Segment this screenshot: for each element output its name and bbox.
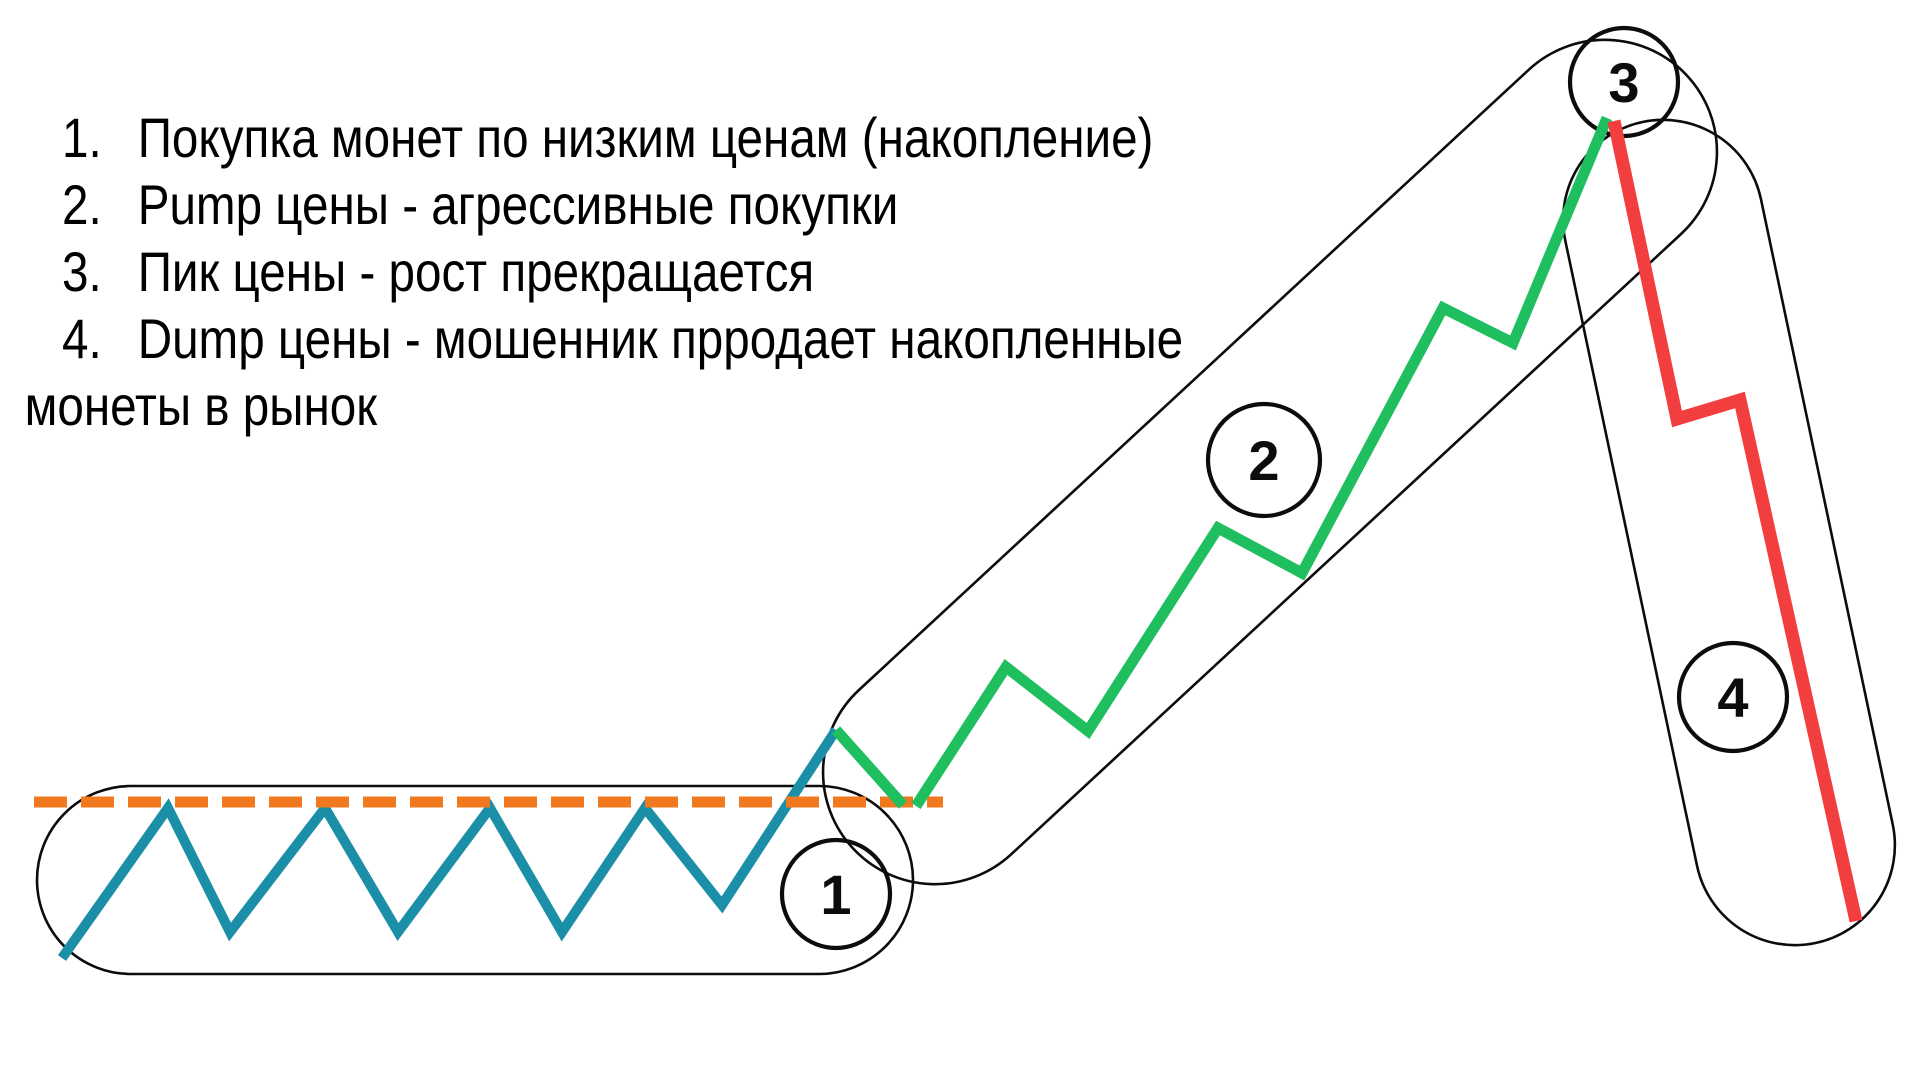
pump-pullback-segment [831,726,908,809]
pump-rally-line [911,115,1613,809]
phase-3-label: 3 [1608,51,1639,114]
legend-number-1: 1. [62,106,102,169]
legend-item-4: 4. Dump цены - мошенник прродает накопле… [0,305,1920,372]
legend-text-1: Покупка монет по низким ценам (накоплени… [137,106,1154,169]
phase-2-circle [1205,401,1323,519]
accumulation-zigzag-line [57,727,841,961]
capsule-dump-outline [1561,118,1897,947]
legend-item-2: 2. Pump цены - агрессивные покупки [0,171,1920,238]
phase-4-circle [1676,640,1790,754]
capsule-pump-outline [821,38,1719,886]
phase-1-label: 1 [820,863,851,926]
legend-number-4: 4. [62,307,102,370]
legend-text-2: Pump цены - агрессивные покупки [137,173,899,236]
legend-number-3: 3. [62,240,102,303]
legend-text-4: Dump цены - мошенник прродает накопленны… [137,307,1184,370]
dump-crash-line [1607,119,1863,923]
phase-4-label: 4 [1717,666,1748,729]
legend-text-3: Пик цены - рост прекращается [137,240,815,303]
legend-list: 1. Покупка монет по низким ценам (накопл… [0,104,1920,439]
phase-3-circle [1567,25,1681,139]
capsule-accumulation-outline [35,784,915,976]
phase-2-label: 2 [1248,429,1279,492]
phase-1-circle [779,837,893,951]
legend-item-3: 3. Пик цены - рост прекращается [0,238,1920,305]
legend-item-4-continuation: монеты в рынок [24,374,378,437]
legend-number-2: 2. [62,173,102,236]
legend-item-1: 1. Покупка монет по низким ценам (накопл… [0,104,1920,171]
